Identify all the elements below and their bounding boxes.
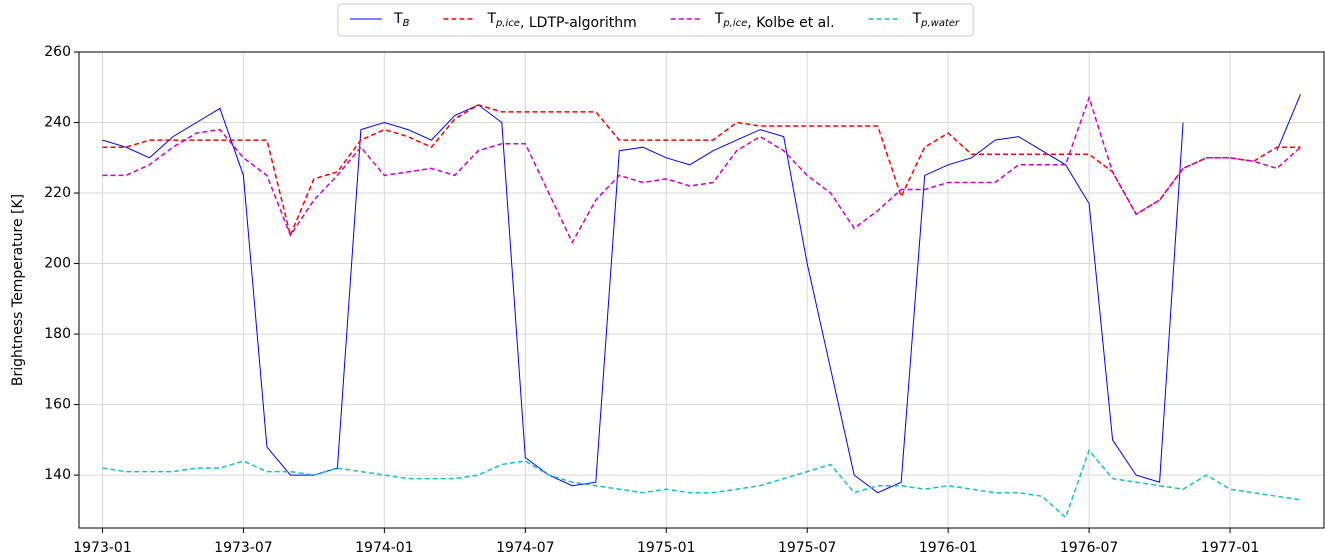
x-tick-label: 1975-07 [778, 540, 837, 556]
legend-box [337, 3, 974, 37]
legend-label: Tp,water [912, 11, 960, 29]
x-tick-label: 1977-01 [1201, 540, 1260, 556]
y-axis-label: Brightness Temperature [K] [10, 194, 26, 386]
y-tick-label: 200 [44, 256, 71, 272]
y-tick-label: 160 [44, 397, 71, 413]
y-tick-label: 180 [44, 326, 71, 342]
plot-frame [78, 51, 1325, 529]
x-tick-label: 1976-01 [919, 540, 978, 556]
series-line [102, 448, 1301, 519]
x-tick-label: 1975-01 [637, 540, 696, 556]
y-tick-label: 140 [44, 467, 71, 483]
x-tick-label: 1974-01 [355, 540, 414, 556]
x-tick-label: 1976-07 [1060, 540, 1119, 556]
legend-label: Tp,ice, LDTP-algorithm [486, 11, 636, 31]
series-line [102, 95, 1302, 245]
x-tick-label: 1974-07 [496, 540, 555, 556]
legend-label: TB [393, 11, 410, 29]
y-tick-label: 220 [44, 185, 71, 201]
legend-label: Tp,ice, Kolbe et al. [714, 11, 835, 31]
y-tick-label: 260 [44, 44, 71, 60]
series-line [102, 94, 1301, 494]
y-tick-label: 240 [44, 115, 71, 131]
series-line [102, 104, 1301, 238]
x-tick-label: 1973-01 [73, 540, 132, 556]
x-tick-label: 1973-07 [214, 540, 273, 556]
